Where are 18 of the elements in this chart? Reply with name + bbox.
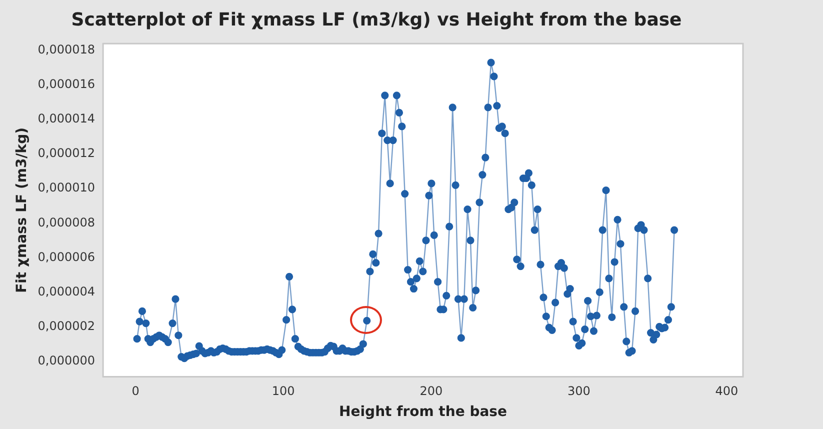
y-tick-label: 0,000006 xyxy=(38,250,96,264)
x-tick-label: 0 xyxy=(132,384,140,398)
y-tick-label: 0,000012 xyxy=(38,146,96,160)
y-tick-label: 0,000010 xyxy=(38,180,96,195)
y-tick-label: 0,000000 xyxy=(38,353,96,368)
x-tick-label: 300 xyxy=(567,384,590,398)
y-axis-title: Fit χmass LF (m3/kg) xyxy=(14,127,30,293)
x-tick-label: 100 xyxy=(272,384,295,398)
chart-title: Scatterplot of Fit χmass LF (m3/kg) vs Height from the base xyxy=(71,9,682,30)
x-axis-title: Height from the base xyxy=(339,404,508,420)
y-tick-label: 0,000018 xyxy=(38,42,96,57)
x-tick-label: 200 xyxy=(420,384,443,398)
y-tick-label: 0,000008 xyxy=(38,215,96,230)
y-tick-label: 0,000016 xyxy=(38,77,96,92)
x-tick-label: 400 xyxy=(715,384,738,398)
y-tick-label: 0,000002 xyxy=(38,318,96,333)
y-tick-label: 0,000014 xyxy=(38,112,96,126)
y-tick-label: 0,000004 xyxy=(38,284,96,298)
